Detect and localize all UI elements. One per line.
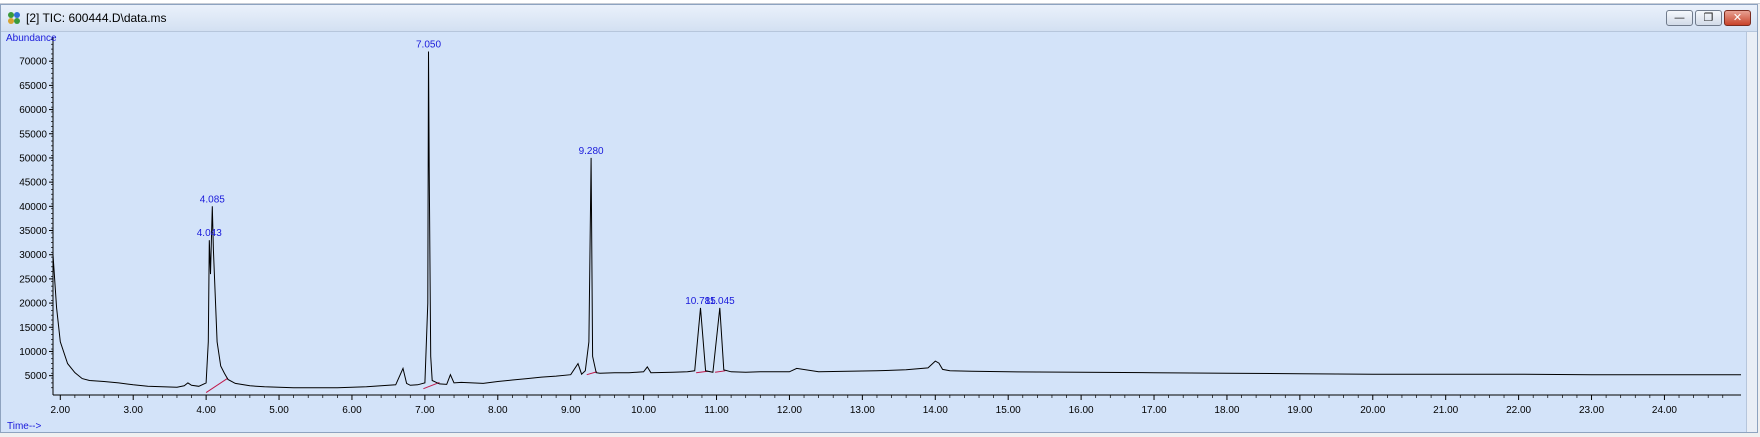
x-tick-label: 14.00: [923, 405, 948, 416]
peak-label: 10.785: [685, 296, 716, 307]
y-tick-label: 45000: [19, 178, 47, 189]
y-axis-ticks: 5000 10000 15000 20000 25000 30000 35000 40000 4…: [19, 39, 53, 389]
chromatogram-plot-area[interactable]: 5000 10000 15000 20000 25000 30000 35000 40000 4…: [1, 32, 1757, 432]
x-tick-label: 13.00: [850, 405, 875, 416]
restore-icon: ❐: [1703, 11, 1714, 24]
peak-label: 4.085: [200, 194, 225, 205]
restore-button[interactable]: ❐: [1695, 10, 1722, 26]
x-tick-label: 9.00: [561, 405, 581, 416]
x-tick-label: 15.00: [996, 405, 1021, 416]
app-icon: [8, 12, 20, 24]
x-axis-label: Time-->: [7, 421, 42, 432]
x-tick-label: 2.00: [51, 405, 71, 416]
y-tick-label: 40000: [19, 202, 47, 213]
integration-baseline: [423, 381, 440, 390]
y-tick-label: 5000: [25, 371, 48, 382]
peak-label: 7.050: [416, 40, 441, 51]
x-tick-label: 17.00: [1142, 405, 1167, 416]
x-tick-label: 4.00: [196, 405, 216, 416]
x-tick-label: 19.00: [1287, 405, 1312, 416]
integration-baselines: [205, 370, 726, 393]
x-tick-label: 18.00: [1214, 405, 1239, 416]
x-tick-label: 7.00: [415, 405, 435, 416]
x-tick-label: 8.00: [488, 405, 508, 416]
y-tick-label: 65000: [19, 81, 47, 92]
x-tick-label: 16.00: [1069, 405, 1094, 416]
integration-baseline: [715, 370, 726, 373]
y-tick-label: 15000: [19, 323, 47, 334]
desktop-top-strip: [0, 0, 1760, 4]
tic-trace-line: [52, 51, 1741, 389]
tic-chromatogram-chart: 5000 10000 15000 20000 25000 30000 35000 40000 4…: [6, 33, 1741, 432]
close-button[interactable]: ✕: [1724, 10, 1751, 26]
integration-baseline: [696, 370, 708, 374]
x-tick-label: 10.00: [631, 405, 656, 416]
x-tick-label: 23.00: [1579, 405, 1604, 416]
x-tick-label: 11.00: [704, 405, 729, 416]
x-axis-ticks: 2.00 3.00 4.00 5.00 6.00 7.00 8.00 9.00 10.00 11.…: [51, 395, 1724, 416]
minimize-button[interactable]: —: [1666, 10, 1693, 26]
close-icon: ✕: [1732, 11, 1743, 24]
x-tick-label: 24.00: [1652, 405, 1677, 416]
y-tick-label: 55000: [19, 129, 47, 140]
window-right-frame: [1746, 32, 1757, 432]
y-tick-label: 10000: [19, 347, 47, 358]
y-tick-label: 20000: [19, 299, 47, 310]
x-tick-label: 12.00: [777, 405, 802, 416]
minimize-icon: —: [1674, 11, 1685, 24]
y-tick-label: 50000: [19, 153, 47, 164]
y-tick-label: 35000: [19, 226, 47, 237]
y-tick-label: 30000: [19, 250, 47, 261]
x-tick-label: 20.00: [1360, 405, 1385, 416]
x-tick-label: 5.00: [269, 405, 289, 416]
y-tick-label: 70000: [19, 57, 47, 68]
chromatogram-window: [2] TIC: 600444.D\data.ms — ❐ ✕ 5000 1000…: [0, 4, 1758, 433]
x-tick-label: 3.00: [123, 405, 143, 416]
y-tick-label: 60000: [19, 105, 47, 116]
window-title: [2] TIC: 600444.D\data.ms: [26, 11, 167, 25]
x-tick-label: 22.00: [1506, 405, 1531, 416]
x-tick-label: 6.00: [342, 405, 362, 416]
peak-label: 9.280: [579, 146, 604, 157]
peak-label: 4.043: [197, 228, 222, 239]
peak-label: 11.045: [705, 296, 735, 307]
y-tick-label: 25000: [19, 274, 47, 285]
integration-baseline: [205, 377, 229, 393]
y-axis-label: Abundance: [6, 33, 57, 44]
integration-baseline: [586, 371, 598, 376]
x-tick-label: 21.00: [1433, 405, 1458, 416]
window-titlebar[interactable]: [2] TIC: 600444.D\data.ms — ❐ ✕: [1, 5, 1757, 32]
